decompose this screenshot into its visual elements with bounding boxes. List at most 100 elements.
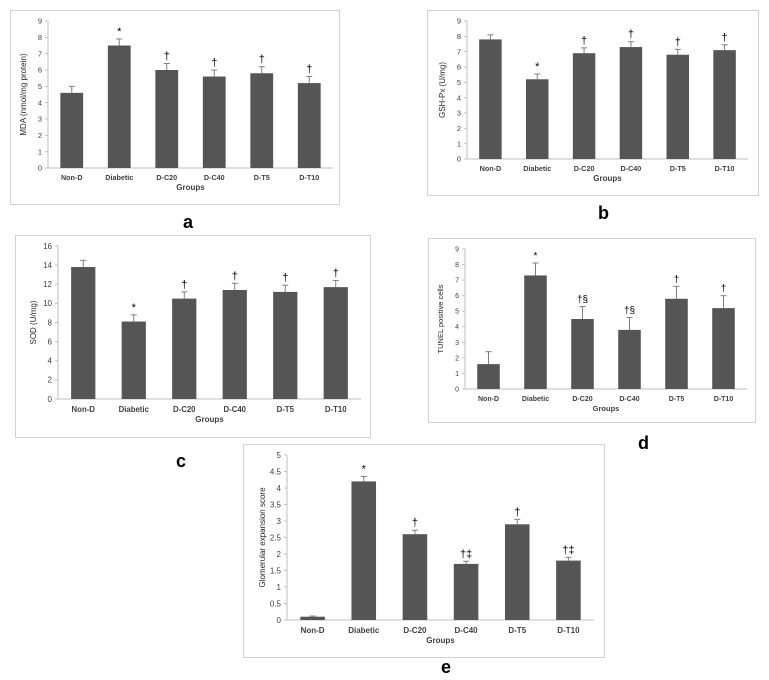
- x-tick-label: D-C20: [173, 405, 196, 414]
- bar-chart-glomerular: 0 0.5 1 1.5 2 2.5 3 3.5 4 4.5 5 Glomerular expansio…: [258, 451, 594, 645]
- significance-mark: †: [675, 36, 681, 48]
- y-tick-label: 3: [38, 115, 42, 124]
- panel-label-d: d: [638, 433, 649, 453]
- x-tick-label: Diabetic: [348, 626, 380, 635]
- x-tick-label: D-T10: [299, 173, 319, 182]
- bar-non-d: [60, 92, 84, 168]
- significance-mark: †: [211, 57, 217, 69]
- significance-mark: †: [259, 54, 265, 66]
- bar-d-t10: [712, 308, 735, 389]
- panel-label-a: a: [183, 212, 194, 232]
- bar-chart-sod: 0 2 4 6 8 10 12 14 16 SOD (U/mg) Non-D * Diabetic † D-…: [29, 242, 361, 424]
- y-tick-label: 5: [38, 82, 42, 91]
- bar-d-c40: [222, 289, 247, 399]
- x-tick-label: D-T10: [714, 396, 734, 403]
- bar-d-t10: [556, 560, 581, 620]
- y-tick-label: 2: [455, 355, 459, 362]
- x-tick-label: Diabetic: [105, 173, 133, 182]
- significance-mark: †‡: [562, 544, 574, 556]
- chart-panel-e: 0 0.5 1 1.5 2 2.5 3 3.5 4 4.5 5 Glomerular expansio…: [243, 444, 605, 658]
- significance-mark: *: [534, 251, 538, 262]
- y-tick-label: 6: [48, 337, 53, 346]
- y-tick-label: 7: [38, 49, 42, 58]
- y-tick-label: 3: [277, 517, 282, 526]
- significance-mark: *: [362, 463, 367, 475]
- significance-mark: †§: [577, 295, 588, 306]
- x-tick-label: D-T10: [557, 626, 580, 635]
- bar-d-t5: [666, 54, 689, 159]
- significance-mark: †: [282, 272, 288, 284]
- significance-mark: †: [306, 64, 312, 76]
- bar-d-t10: [323, 287, 348, 399]
- x-tick-label: D-C40: [621, 164, 642, 173]
- y-tick-label: 6: [455, 293, 459, 300]
- panel-label-b: b: [598, 203, 609, 223]
- x-axis-label: Groups: [195, 415, 224, 424]
- x-tick-label: D-T5: [508, 626, 526, 635]
- y-tick-label: 5: [277, 451, 282, 460]
- chart-panel-c: 0 2 4 6 8 10 12 14 16 SOD (U/mg) Non-D * Diabetic † D-…: [15, 235, 371, 438]
- chart-panel-b: 0 1 2 3 4 5 6 7 8 9 GSH-Px (U/mg) Non-D * Diabetic † D-…: [427, 10, 759, 196]
- y-tick-label: 2: [38, 131, 42, 140]
- y-tick-label: 9: [457, 17, 461, 26]
- y-tick-label: 2: [277, 550, 282, 559]
- y-axis-label: TUNEL positive cells: [436, 284, 445, 353]
- x-tick-label: D-T5: [670, 164, 686, 173]
- y-tick-label: 4: [48, 357, 53, 366]
- x-tick-label: Non-D: [478, 396, 499, 403]
- bar-chart-mda: 0 1 2 3 4 5 6 7 8 9 MDA (nmol/mg protein) Non-D * Dia…: [19, 17, 333, 192]
- y-tick-label: 4: [455, 324, 459, 331]
- y-tick-label: 2: [457, 124, 461, 133]
- x-axis-label: Groups: [426, 636, 455, 645]
- y-tick-label: 3: [457, 109, 461, 118]
- bar-d-t5: [250, 73, 274, 168]
- y-tick-label: 1.5: [270, 566, 282, 575]
- bar-d-c40: [618, 329, 641, 389]
- bar-non-d: [479, 39, 502, 159]
- significance-mark: *: [535, 61, 540, 73]
- y-tick-label: 6: [38, 66, 42, 75]
- significance-mark: †: [514, 506, 520, 518]
- x-tick-label: D-C20: [572, 396, 592, 403]
- x-tick-label: D-C40: [204, 173, 225, 182]
- y-tick-label: 5: [455, 309, 459, 316]
- bar-diabetic: [107, 45, 131, 168]
- significance-mark: *: [132, 302, 137, 314]
- bar-d-t10: [713, 50, 736, 160]
- significance-mark: †: [232, 270, 238, 282]
- significance-mark: †§: [624, 305, 635, 316]
- significance-mark: †: [412, 517, 418, 529]
- chart-panel-d: 0 1 2 3 4 5 6 7 8 9 TUNEL positive cells Non-D * Diab…: [428, 238, 756, 423]
- x-tick-label: D-T10: [325, 405, 347, 414]
- x-tick-label: Non-D: [61, 173, 83, 182]
- x-tick-label: D-T5: [669, 396, 685, 403]
- y-tick-label: 0: [48, 395, 53, 404]
- bar-d-c20: [572, 53, 596, 160]
- y-tick-label: 0: [277, 616, 282, 625]
- y-tick-label: 4: [277, 484, 282, 493]
- x-tick-label: Diabetic: [523, 164, 551, 173]
- x-tick-label: Diabetic: [119, 405, 150, 414]
- bar-d-c40: [202, 76, 226, 168]
- significance-mark: †‡: [460, 548, 472, 560]
- y-tick-label: 8: [48, 318, 53, 327]
- significance-mark: †: [628, 29, 634, 41]
- bar-d-c20: [571, 319, 594, 389]
- x-tick-label: D-C40: [223, 405, 246, 414]
- bar-d-t5: [273, 291, 298, 399]
- x-tick-label: D-T5: [254, 173, 270, 182]
- panel-label-e: e: [441, 657, 452, 677]
- y-tick-label: 4.5: [270, 467, 282, 476]
- bar-d-c40: [619, 47, 643, 159]
- x-tick-label: Non-D: [72, 405, 96, 414]
- bar-d-t5: [504, 524, 530, 620]
- bar-d-c20: [155, 70, 179, 168]
- bar-d-t10: [297, 83, 321, 168]
- x-tick-label: Non-D: [480, 164, 502, 173]
- chart-panel-a: 0 1 2 3 4 5 6 7 8 9 MDA (nmol/mg protein) Non-D * Dia…: [10, 10, 340, 205]
- x-tick-label: D-C20: [403, 626, 427, 635]
- x-axis-label: Groups: [176, 183, 205, 192]
- y-tick-label: 1: [38, 147, 42, 156]
- y-tick-label: 0: [457, 155, 461, 164]
- y-tick-label: 9: [38, 17, 42, 26]
